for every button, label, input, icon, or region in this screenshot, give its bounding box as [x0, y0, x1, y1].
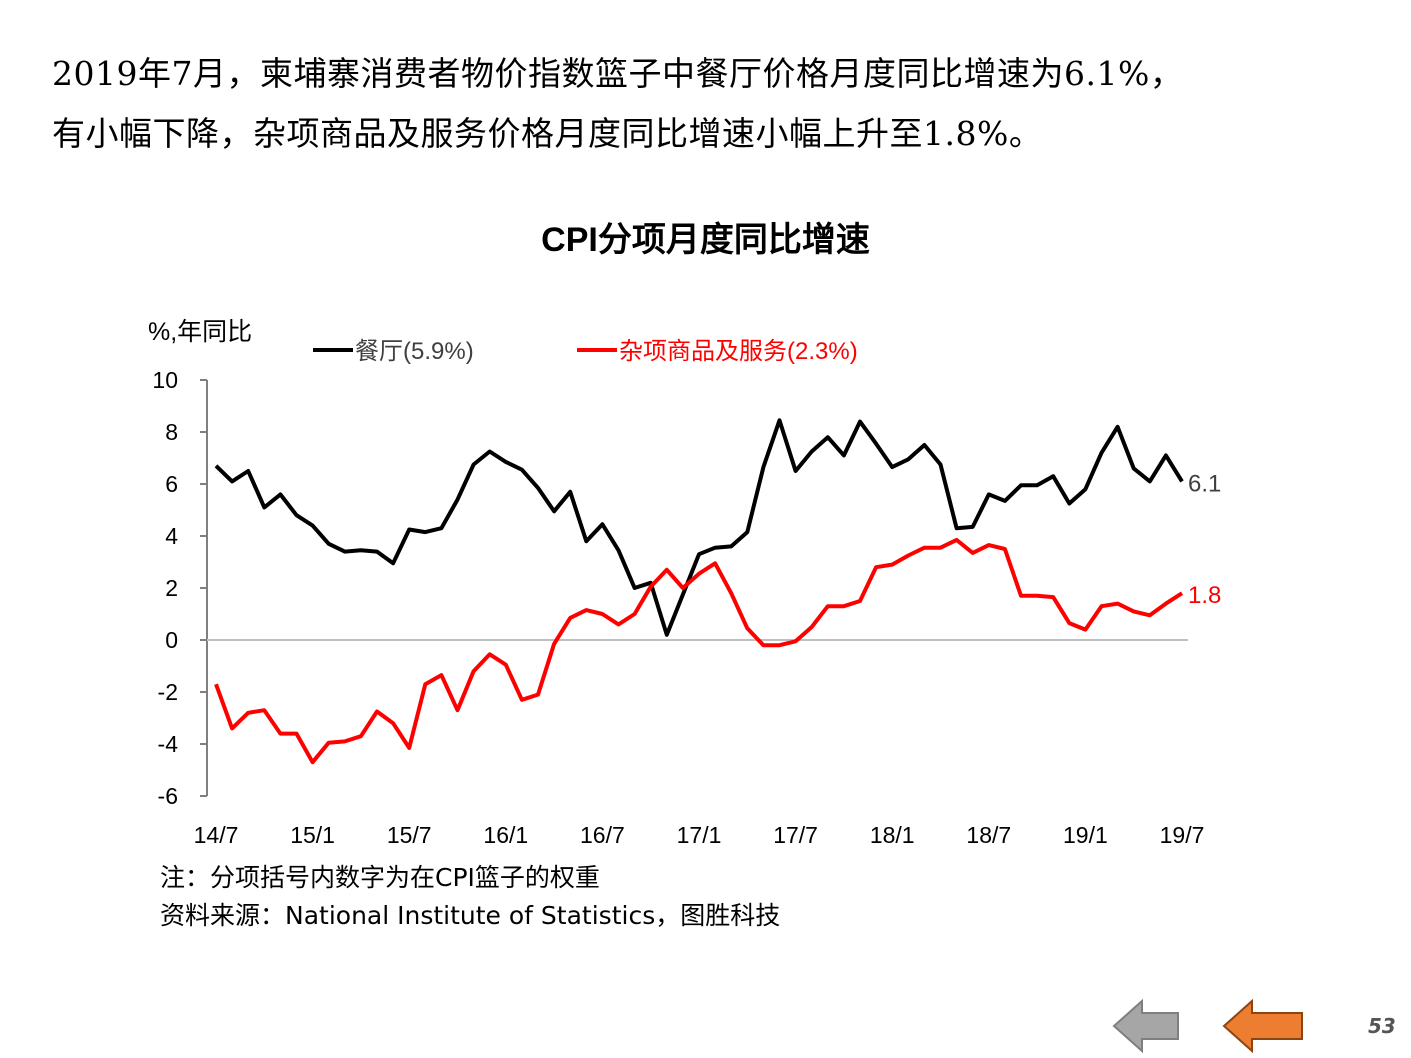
x-tick-label: 17/7 [773, 822, 818, 848]
restaurant-series-line [214, 418, 1184, 637]
y-tick-label: 8 [165, 419, 178, 445]
y-tick-label: -6 [158, 783, 178, 809]
legend-label: 餐厅(5.9%) [355, 338, 474, 365]
y-tick-label: 4 [165, 523, 178, 549]
chart-title: CPI分项月度同比增速 [541, 221, 870, 259]
x-tick-label: 16/1 [483, 822, 528, 848]
x-tick-label: 19/1 [1063, 822, 1108, 848]
arrow-left-icon [1222, 998, 1303, 1054]
weight-note: 注：分项括号内数字为在CPI篮子的权重 [160, 863, 600, 892]
intro-line-2: 有小幅下降，杂项商品及服务价格月度同比增速小幅上升至1.8%。 [52, 114, 1043, 153]
x-tick-label: 17/1 [677, 822, 722, 848]
intro-text: 2019年7月，柬埔寨消费者物价指数篮子中餐厅价格月度同比增速为6.1%， 有小幅… [52, 44, 1382, 164]
y-tick-label: -4 [158, 731, 179, 757]
x-tick-label: 18/1 [870, 822, 915, 848]
source-note: 资料来源：National Institute of Statistics，图胜… [160, 901, 781, 930]
x-tick-label: 15/1 [290, 822, 335, 848]
x-tick-label: 19/7 [1160, 822, 1205, 848]
y-axis-label: %,年同比 [148, 318, 252, 346]
x-tick-label: 15/7 [387, 822, 432, 848]
x-tick-label: 18/7 [966, 822, 1011, 848]
arrow-left-icon [1112, 998, 1179, 1054]
y-tick-label: -2 [158, 679, 178, 705]
x-tick-label: 16/7 [580, 822, 625, 848]
y-tick-label: 0 [165, 627, 178, 653]
intro-line-1: 2019年7月，柬埔寨消费者物价指数篮子中餐厅价格月度同比增速为6.1%， [52, 54, 1184, 93]
end-value-label: 6.1 [1188, 470, 1221, 497]
legend-label: 杂项商品及服务(2.3%) [619, 338, 858, 365]
y-tick-label: 2 [165, 575, 178, 601]
page-number: 53 [1368, 1014, 1396, 1038]
back-button[interactable] [1112, 998, 1182, 1054]
x-tick-label: 14/7 [194, 822, 239, 848]
end-value-label: 1.8 [1188, 582, 1221, 609]
y-tick-label: 6 [165, 471, 178, 497]
next-button[interactable] [1222, 998, 1306, 1054]
misc-goods-series-line [214, 537, 1184, 765]
y-tick-label: 10 [152, 367, 178, 393]
